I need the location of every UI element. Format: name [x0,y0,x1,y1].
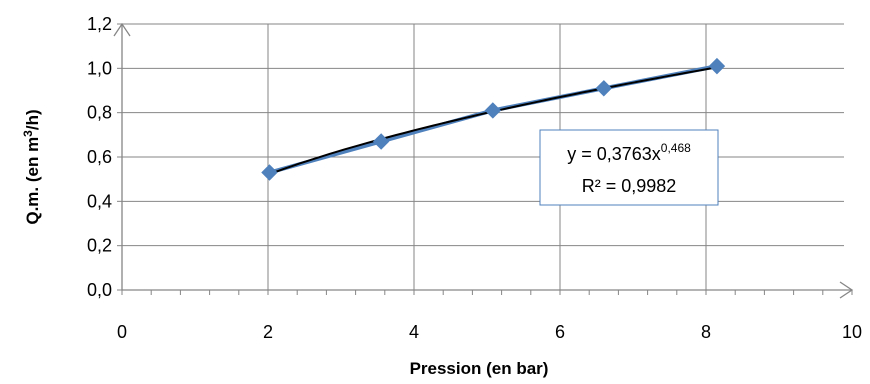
x-tick-label: 8 [701,322,711,342]
x-tick-label: 6 [555,322,565,342]
data-point-marker [595,80,613,97]
y-tick-label: 1,2 [87,14,112,34]
y-tick-label: 0,6 [87,147,112,167]
equation-base: y = 0,3763x [567,144,661,164]
equation-exponent: 0,468 [661,141,691,155]
x-tick-label: 2 [263,322,273,342]
x-tick-label: 10 [842,322,862,342]
r-squared-label: R² = 0,9982 [582,176,677,196]
y-tick-label: 0,8 [87,103,112,123]
tick-labels: 0,0 0,2 0,4 0,6 0,8 1,0 1,2 0 2 4 6 8 10 [87,14,862,342]
y-tick-label: 0,0 [87,280,112,300]
x-tick-label: 0 [117,322,127,342]
x-tick-label: 4 [409,322,419,342]
data-point-marker [372,133,390,150]
data-point-marker [708,57,726,75]
y-tick-label: 1,0 [87,58,112,78]
trendline-equation: y = 0,3763x0,468 [567,141,691,164]
equation-box-border [539,129,719,206]
axes [113,22,854,299]
y-axis-title-main: Q.m. (en m [23,137,42,225]
data-point-marker [484,102,502,119]
grid-lines [122,23,844,290]
y-axis-title-superscript: 3 [21,130,35,137]
y-axis-title: Q.m. (en m3/h) [21,109,42,224]
y-axis-title-end: /h) [23,109,42,130]
y-tick-label: 0,4 [87,191,112,211]
x-axis-title: Pression (en bar) [410,359,549,378]
data-point-marker [261,164,278,181]
y-axis-arrow [113,22,131,37]
trendline-equation-box: y = 0,3763x0,468 R² = 0,9982 [539,129,719,206]
data-markers [261,57,726,181]
x-axis-arrow [839,281,854,299]
y-tick-label: 0,2 [87,236,112,256]
